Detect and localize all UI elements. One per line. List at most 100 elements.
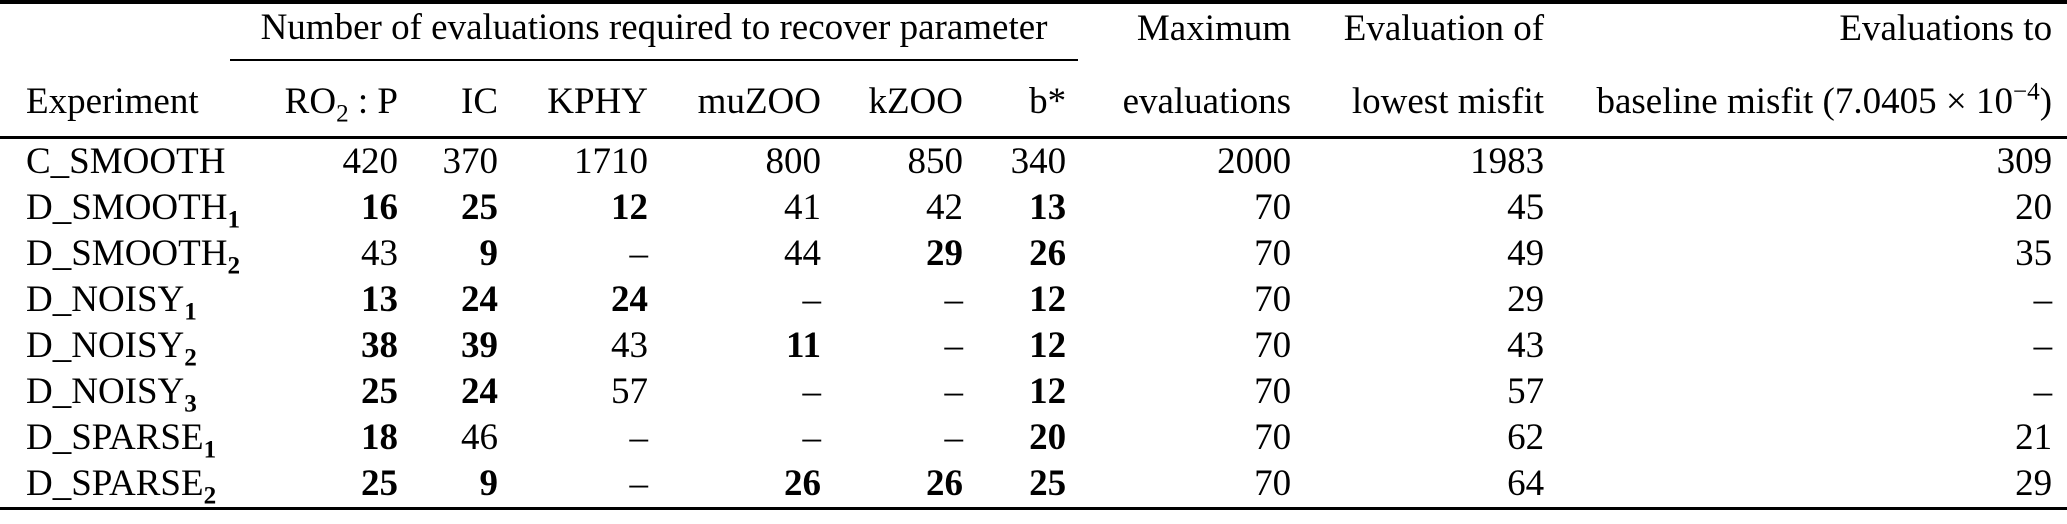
value-cell: 41	[784, 186, 821, 228]
baseline-header-close: )	[2039, 80, 2053, 122]
value-cell: 70	[1254, 186, 1292, 228]
column-header-baseline-line2: baseline misfit (7.0405 × 10−4)	[1556, 60, 2067, 139]
experiment-name: D_NOISY3	[0, 369, 230, 416]
table-row: D_SPARSE2 25 9 – 26 26 25 70 64 29	[0, 461, 2067, 509]
header-row-2: Experiment RO2 : P IC KPHY muZOO kZOO b*…	[0, 60, 2067, 139]
value-cell: 29	[2015, 462, 2053, 504]
experiment-base: D_SPARSE	[26, 416, 204, 458]
value-cell: 44	[784, 232, 821, 274]
value-cell: 70	[1254, 278, 1292, 320]
experiment-subscript: 2	[184, 343, 197, 371]
experiment-name: D_NOISY1	[0, 277, 230, 325]
experiment-name: D_SPARSE2	[0, 461, 230, 509]
baseline-header-text: baseline misfit (7.0405 × 10	[1596, 80, 2013, 122]
value-cell: 1983	[1470, 140, 1545, 182]
value-cell: 21	[2015, 416, 2053, 458]
value-cell: 25	[461, 186, 498, 228]
value-cell: 24	[461, 278, 498, 320]
value-cell: 43	[1507, 324, 1545, 366]
value-cell: 1710	[574, 140, 648, 182]
value-cell: 420	[342, 140, 399, 182]
header-spacer	[0, 2, 230, 60]
value-cell: 29	[1507, 278, 1545, 320]
experiment-name: D_SMOOTH1	[0, 185, 240, 232]
value-cell: 70	[1254, 370, 1292, 412]
value-cell: –	[944, 416, 964, 458]
value-cell: 12	[611, 186, 648, 228]
table-row: D_SMOOTH2 43 9 – 44 29 26 70 49 35	[0, 231, 2067, 278]
column-header-kphy: KPHY	[510, 60, 660, 139]
column-header-experiment: Experiment	[0, 60, 230, 139]
value-cell: 24	[461, 370, 498, 412]
ro2p-subscript: 2	[336, 99, 349, 127]
value-cell: –	[944, 278, 964, 320]
value-cell: 800	[765, 140, 822, 182]
table-body: C_SMOOTH 420 370 1710 800 850 340 2000 1983 309 D_…	[0, 137, 2067, 508]
value-cell: –	[629, 416, 649, 458]
experiment-name: D_SPARSE1	[0, 415, 230, 463]
value-cell: 43	[611, 324, 648, 366]
table-row: D_NOISY3 25 24 57 – – 12 70 57 –	[0, 369, 2067, 416]
value-cell: 49	[1507, 232, 1545, 274]
table-row: D_SPARSE1 18 46 – – – 20 70 62 21	[0, 415, 2067, 463]
column-header-lowest-line2: lowest misfit	[1303, 60, 1557, 139]
value-cell: 70	[1254, 232, 1292, 274]
value-cell: 11	[786, 324, 821, 366]
value-cell: 13	[361, 278, 398, 320]
value-cell: 340	[1010, 140, 1067, 182]
experiment-subscript: 1	[203, 435, 217, 463]
value-cell: 70	[1254, 416, 1292, 458]
table-row: D_NOISY1 13 24 24 – – 12 70 29 –	[0, 277, 2067, 325]
value-cell: –	[2033, 324, 2053, 366]
value-cell: –	[802, 278, 822, 320]
experiment-base: D_SMOOTH	[26, 232, 228, 274]
value-cell: –	[629, 232, 649, 274]
value-cell: 25	[361, 370, 398, 412]
value-cell: –	[629, 462, 649, 504]
results-table: Number of evaluations required to recove…	[0, 0, 2067, 510]
value-cell: 20	[1029, 416, 1067, 458]
column-header-kzoo: kZOO	[833, 60, 975, 139]
value-cell: 370	[442, 140, 499, 182]
experiment-name: C_SMOOTH	[0, 137, 230, 185]
table-row: D_NOISY2 38 39 43 11 – 12 70 43 –	[0, 323, 2067, 371]
baseline-exponent: −4	[2012, 78, 2040, 106]
experiment-subscript: 1	[227, 205, 241, 233]
value-cell: 13	[1029, 186, 1067, 228]
value-cell: –	[802, 370, 822, 412]
experiment-name: D_SMOOTH2	[0, 231, 240, 278]
value-cell: 20	[2015, 186, 2053, 228]
value-cell: 64	[1507, 462, 1545, 504]
value-cell: 25	[361, 462, 398, 504]
column-header-baseline-line1: Evaluations to	[1839, 8, 2053, 49]
value-cell: –	[944, 370, 964, 412]
value-cell: 12	[1029, 370, 1067, 412]
column-header-ro2p: RO2 : P	[230, 60, 410, 139]
value-cell: 43	[361, 232, 398, 274]
experiment-subscript: 1	[184, 297, 197, 325]
value-cell: 62	[1507, 416, 1545, 458]
value-cell: 38	[361, 324, 398, 366]
ro2p-prefix: RO	[284, 80, 337, 122]
experiment-name: D_NOISY2	[0, 323, 230, 371]
value-cell: 57	[611, 370, 648, 412]
experiment-subscript: 2	[227, 251, 241, 279]
value-cell: 18	[361, 416, 398, 458]
experiment-base: D_NOISY	[26, 370, 185, 412]
experiment-base: D_SPARSE	[26, 462, 204, 504]
experiment-base: D_NOISY	[26, 278, 185, 320]
value-cell: 26	[784, 462, 821, 504]
column-header-ic: IC	[410, 60, 510, 139]
value-cell: 24	[611, 278, 648, 320]
value-cell: 16	[361, 186, 398, 228]
table-row: D_SMOOTH1 16 25 12 41 42 13 70 45 20	[0, 185, 2067, 232]
value-cell: 2000	[1217, 140, 1292, 182]
value-cell: 26	[1029, 232, 1067, 274]
value-cell: 57	[1507, 370, 1545, 412]
value-cell: 9	[479, 462, 499, 504]
value-cell: 309	[1996, 140, 2053, 182]
value-cell: 46	[461, 416, 498, 458]
column-header-maximum-line1: Maximum	[1136, 8, 1292, 49]
experiment-base: D_NOISY	[26, 324, 185, 366]
